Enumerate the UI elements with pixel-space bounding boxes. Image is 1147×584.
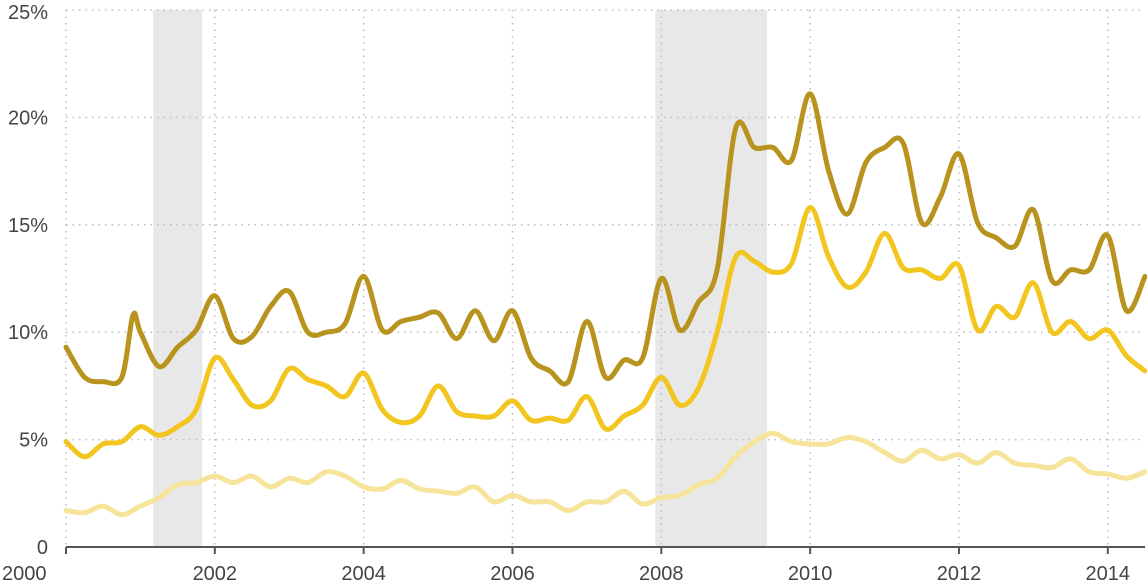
- recession-bands: [153, 10, 767, 547]
- x-tick-label: 2014: [1086, 563, 1131, 584]
- y-tick-label: 5%: [19, 430, 48, 452]
- y-axis-ticks: 0 5% 10% 15% 20% 25%: [8, 2, 48, 559]
- recession-band-1: [153, 10, 203, 547]
- series-lines: [63, 91, 1147, 518]
- series-line-1: [63, 91, 1147, 387]
- y-tick-label: 10%: [8, 322, 48, 344]
- x-axis-ticks: 2000 2002 2004 2006 2008 2010 2012 2014: [2, 547, 1130, 584]
- series-line-3: [63, 430, 1147, 518]
- y-tick-label: 20%: [8, 107, 48, 129]
- x-tick-label: 2002: [193, 563, 238, 584]
- x-tick-label: 2000: [2, 563, 47, 584]
- y-tick-label: 25%: [8, 2, 48, 24]
- x-tick-label: 2008: [639, 563, 684, 584]
- x-tick-label: 2010: [788, 563, 833, 584]
- x-tick-label: 2012: [937, 563, 982, 584]
- x-tick-label: 2004: [341, 563, 386, 584]
- vertical-gridlines: [65, 10, 1109, 547]
- horizontal-gridlines: [66, 9, 1145, 441]
- x-tick-label: 2006: [490, 563, 535, 584]
- recession-band-2: [655, 10, 767, 547]
- y-tick-label: 15%: [8, 215, 48, 237]
- series-line-2: [63, 205, 1147, 460]
- y-tick-label: 0: [37, 537, 48, 559]
